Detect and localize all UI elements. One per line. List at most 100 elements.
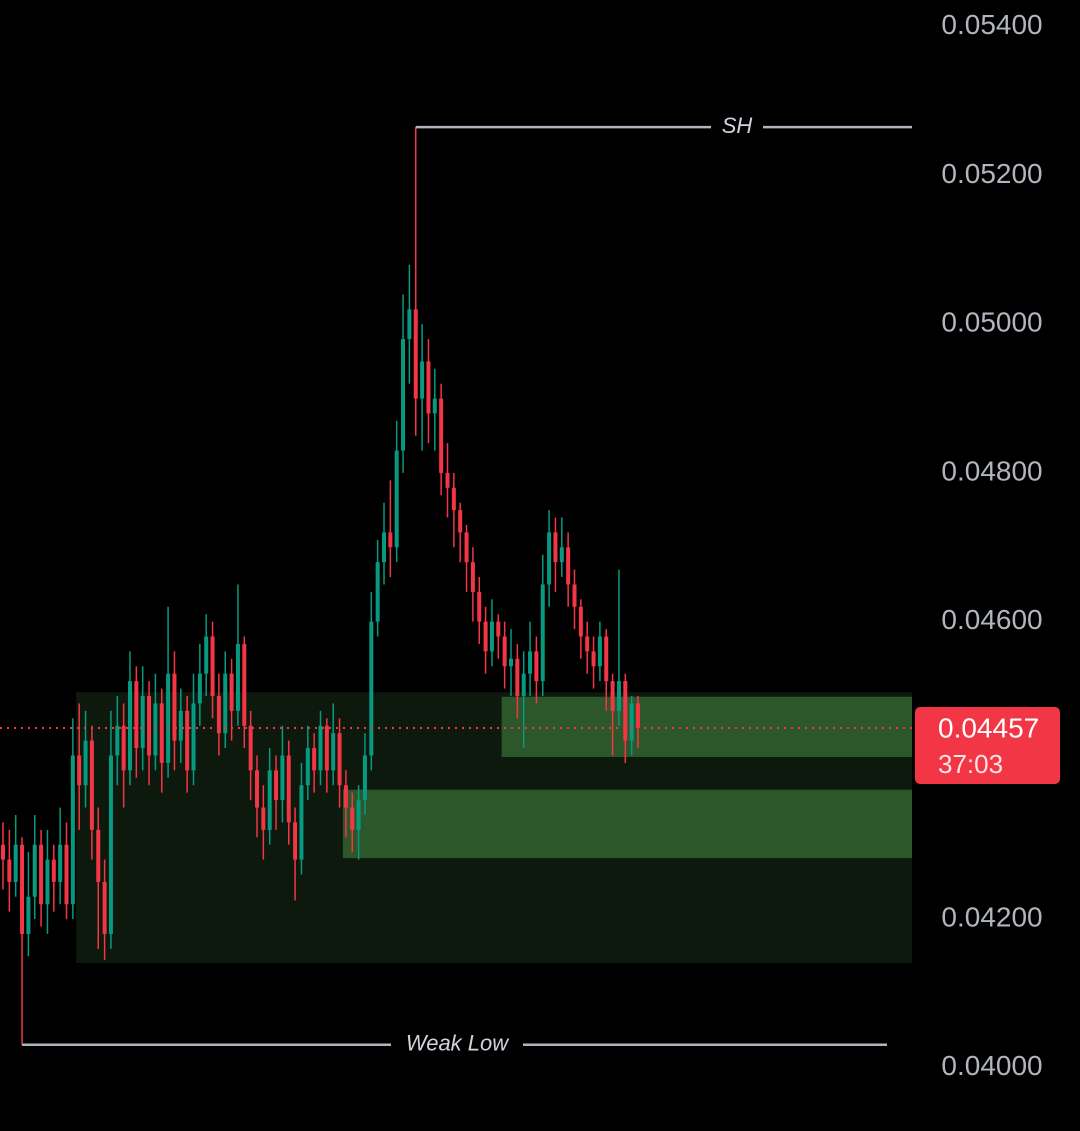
candle-body: [445, 472, 450, 488]
candle-body: [509, 658, 513, 667]
candle-body: [299, 785, 304, 860]
candle-body: [13, 844, 18, 882]
candle-body: [204, 636, 209, 674]
level-label: SH: [722, 113, 753, 138]
candle-body: [547, 532, 552, 585]
candle-body: [623, 681, 628, 741]
candle-body: [458, 510, 463, 533]
candle-body: [369, 621, 374, 756]
candle-body: [293, 822, 298, 860]
candle-body: [1, 844, 5, 860]
candle-body: [115, 725, 120, 756]
candle-body: [362, 755, 367, 801]
candle-body: [572, 584, 577, 607]
zone: [342, 789, 912, 859]
candle-body: [305, 748, 310, 786]
candle-body: [496, 621, 501, 637]
y-tick-label: 0.04600: [941, 604, 1042, 635]
candle-body: [420, 361, 425, 399]
candle-body: [483, 621, 488, 652]
candle-body: [350, 807, 355, 830]
candle-body: [585, 636, 590, 652]
candle-body: [102, 881, 107, 934]
candle-body: [242, 643, 247, 726]
candle-body: [166, 673, 171, 763]
candle-body: [96, 829, 101, 882]
candle-body: [261, 807, 266, 830]
candle-body: [401, 339, 406, 451]
candle-body: [140, 696, 145, 749]
candle-body: [388, 532, 393, 548]
candle-body: [489, 621, 494, 652]
level-label: Weak Low: [406, 1031, 510, 1056]
candle-body: [58, 844, 63, 882]
y-tick-label: 0.04200: [941, 901, 1042, 932]
candle-body: [566, 547, 571, 585]
candle-body: [108, 755, 113, 934]
candle-body: [32, 844, 37, 897]
candle-body: [197, 673, 202, 704]
candle-body: [153, 703, 158, 756]
candle-body: [515, 658, 520, 696]
candle-body: [521, 673, 526, 696]
zone: [501, 696, 912, 757]
candle-body: [477, 591, 482, 622]
candle-body: [89, 740, 94, 830]
candle-body: [26, 896, 31, 934]
candle-body: [318, 725, 323, 771]
candle-body: [235, 643, 240, 711]
y-tick-label: 0.05000: [941, 307, 1042, 338]
candle-body: [45, 859, 50, 905]
y-tick-label: 0.04000: [941, 1050, 1042, 1081]
candle-body: [604, 636, 609, 682]
price-label-box: [915, 706, 1060, 784]
candle-body: [426, 361, 431, 414]
candle-body: [629, 703, 634, 741]
candle-body: [451, 487, 456, 511]
candle-body: [540, 584, 545, 682]
countdown: 37:03: [938, 749, 1003, 779]
candle-body: [20, 844, 25, 934]
candle-body: [134, 681, 139, 749]
candle-body: [432, 398, 437, 414]
candle-body: [178, 710, 183, 741]
candle-body: [356, 800, 361, 830]
candle-body: [382, 532, 386, 563]
candle-body: [534, 651, 539, 682]
candle-body: [597, 636, 602, 667]
candle-body: [528, 651, 533, 674]
candle-body: [413, 309, 418, 399]
candle-body: [248, 725, 253, 771]
candle-body: [77, 755, 82, 786]
candle-body: [255, 770, 259, 808]
candle-body: [324, 725, 329, 771]
candle-body: [559, 547, 564, 563]
candle-body: [280, 755, 285, 801]
candle-body: [159, 703, 164, 763]
candle-body: [191, 703, 196, 771]
candle-body: [83, 740, 88, 786]
candle-body: [464, 532, 469, 563]
candle-body: [274, 770, 279, 801]
candle-body: [337, 733, 342, 786]
y-tick-label: 0.04800: [941, 455, 1042, 486]
candle-body: [470, 562, 475, 592]
candle-body: [147, 696, 152, 756]
candle-body: [439, 398, 444, 473]
candle-body: [331, 733, 336, 771]
candle-body: [64, 844, 69, 905]
candle-body: [591, 651, 596, 667]
candle-body: [70, 755, 75, 905]
candle-body: [636, 703, 640, 728]
candle-body: [578, 606, 583, 637]
candle-body: [610, 681, 615, 711]
candle-body: [128, 681, 132, 771]
candle-body: [39, 844, 44, 905]
candle-body: [616, 681, 621, 711]
candle-body: [553, 532, 558, 563]
candle-body: [394, 450, 399, 548]
candle-body: [121, 725, 126, 771]
candle-body: [229, 673, 234, 711]
